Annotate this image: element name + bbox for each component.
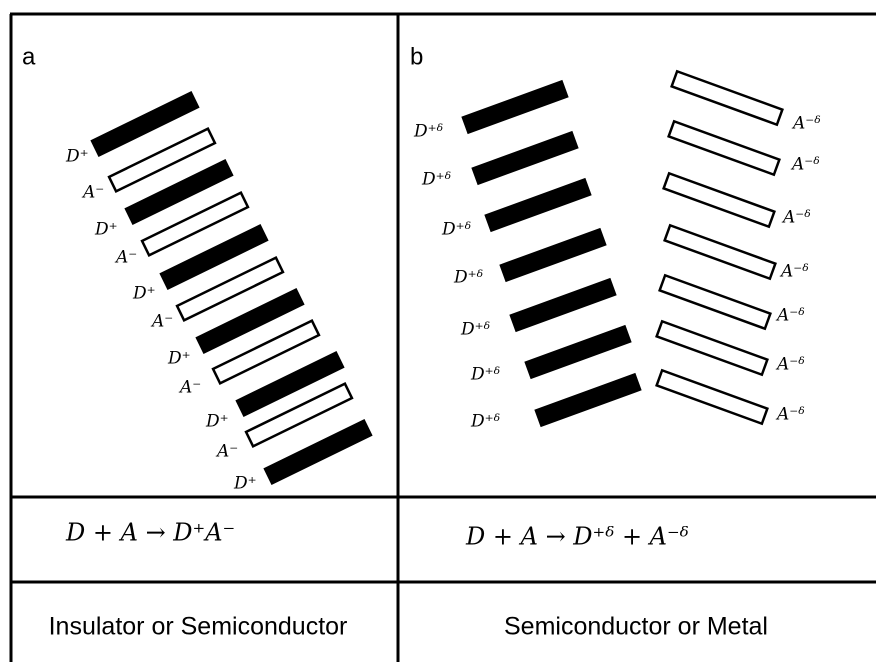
donor-label: D⁺ᵟ <box>413 122 443 142</box>
molecule-label: D⁺ <box>94 220 118 240</box>
donor-bar <box>473 133 577 184</box>
classification: Semiconductor or Metal <box>504 613 768 641</box>
molecule-label: D⁺ <box>167 349 191 369</box>
acceptor-bar <box>664 173 775 226</box>
acceptor-label: A⁻ᵟ <box>790 155 820 175</box>
panel-label: a <box>22 43 36 70</box>
donor-bar <box>463 82 567 133</box>
acceptor-bar <box>669 121 780 174</box>
molecule-label: A⁻ <box>114 248 137 268</box>
acceptor-bar <box>657 321 768 374</box>
donor-label: D⁺ᵟ <box>470 412 500 432</box>
donor-label: D⁺ᵟ <box>460 320 490 340</box>
classification: Insulator or Semiconductor <box>49 613 348 641</box>
donor-label: D⁺ᵟ <box>470 365 500 385</box>
acceptor-label: A⁻ᵟ <box>775 405 805 425</box>
equation: D + A → D⁺A⁻ <box>65 519 235 547</box>
acceptor-label: A⁻ᵟ <box>791 114 821 134</box>
donor-label: D⁺ᵟ <box>453 268 483 288</box>
molecules: D⁺A⁻D⁺A⁻D⁺A⁻D⁺A⁻D⁺A⁻D⁺D⁺ᵟD⁺ᵟD⁺ᵟD⁺ᵟD⁺ᵟD⁺ᵟ… <box>65 71 821 493</box>
acceptor-label: A⁻ᵟ <box>775 355 805 375</box>
donor-bar <box>511 280 615 331</box>
molecule-label: D⁺ <box>233 474 257 494</box>
panel-label: b <box>410 43 423 70</box>
donor-bar <box>526 327 630 378</box>
molecule-label: A⁻ <box>81 183 104 203</box>
molecule-label: D⁺ <box>65 147 89 167</box>
acceptor-label: A⁻ᵟ <box>779 262 809 282</box>
acceptor-bar <box>672 71 783 124</box>
donor-bar <box>501 230 605 281</box>
molecule-label: A⁻ <box>215 442 238 462</box>
donor-label: D⁺ᵟ <box>421 170 451 190</box>
equation: D + A → D⁺ᵟ + A⁻ᵟ <box>465 523 689 551</box>
diagram: a b D + A → D⁺A⁻ D + A → D⁺ᵟ + A⁻ᵟ Insul… <box>0 0 876 662</box>
acceptor-bar <box>657 370 768 423</box>
acceptor-bar <box>660 275 771 328</box>
acceptor-label: A⁻ᵟ <box>775 306 805 326</box>
molecule-label: A⁻ <box>178 378 201 398</box>
molecule-label: A⁻ <box>150 312 173 332</box>
molecule-label: D⁺ <box>205 412 229 432</box>
donor-label: D⁺ᵟ <box>441 220 471 240</box>
donor-bar <box>486 180 590 231</box>
acceptor-bar <box>665 225 776 278</box>
molecule-label: D⁺ <box>132 284 156 304</box>
acceptor-label: A⁻ᵟ <box>781 208 811 228</box>
donor-bar <box>536 375 640 426</box>
